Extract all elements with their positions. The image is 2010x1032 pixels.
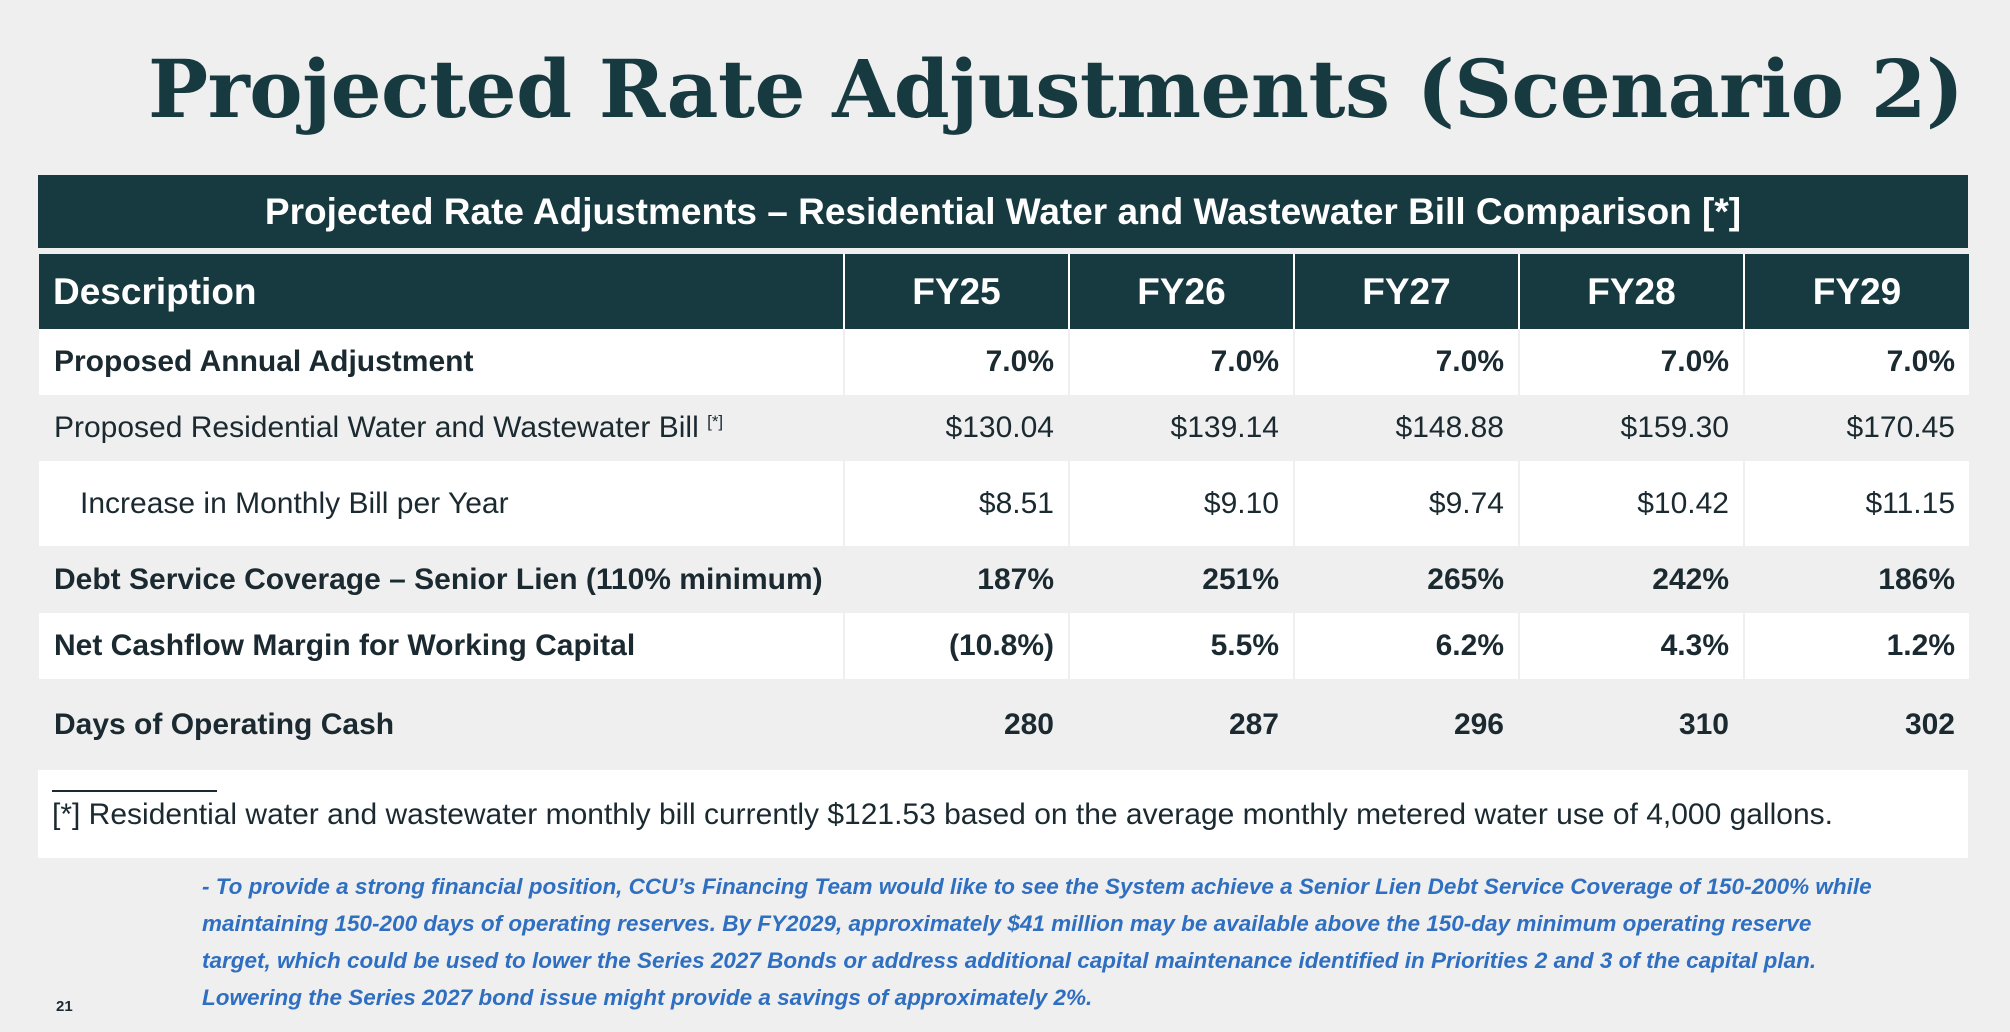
table-cell: 7.0%	[1293, 329, 1519, 395]
table-cell: 251%	[1069, 546, 1294, 613]
row-label-text: Proposed Residential Water and Wastewate…	[54, 411, 699, 444]
table-row: Proposed Residential Water and Wastewate…	[39, 395, 1969, 461]
row-label: Proposed Annual Adjustment	[39, 329, 844, 395]
column-header-fy26: FY26	[1068, 254, 1294, 329]
table-row: Debt Service Coverage – Senior Lien (110…	[39, 546, 1969, 613]
table-row: Proposed Annual Adjustment 7.0% 7.0% 7.0…	[39, 329, 1969, 395]
page-title: Projected Rate Adjustments (Scenario 2)	[148, 42, 1964, 136]
table-cell: 7.0%	[843, 329, 1069, 395]
table-cell: 302	[1744, 679, 1969, 770]
table-cell: $9.10	[1068, 461, 1294, 546]
footnote-marker: [*]	[707, 412, 724, 431]
table-cell: 1.2%	[1743, 613, 1969, 679]
table-cell: 280	[844, 679, 1069, 770]
table-cell: 296	[1294, 679, 1519, 770]
footnote-box: [*] Residential water and wastewater mon…	[38, 770, 1968, 858]
table-cell: 5.5%	[1068, 613, 1294, 679]
table-cell: $130.04	[844, 395, 1069, 461]
table-cell: 242%	[1519, 546, 1744, 613]
column-header-fy29: FY29	[1743, 254, 1969, 329]
table-cell: 187%	[844, 546, 1069, 613]
table-cell: $139.14	[1069, 395, 1294, 461]
table-cell: 7.0%	[1518, 329, 1744, 395]
footnote-divider	[52, 790, 217, 792]
table-cell: $9.74	[1293, 461, 1519, 546]
rate-comparison-table: Description FY25 FY26 FY27 FY28 FY29 Pro…	[38, 254, 1969, 770]
table-cell: 4.3%	[1518, 613, 1744, 679]
column-header-fy28: FY28	[1518, 254, 1744, 329]
table-cell: $148.88	[1294, 395, 1519, 461]
table-row: Net Cashflow Margin for Working Capital …	[39, 613, 1969, 679]
column-header-fy27: FY27	[1293, 254, 1519, 329]
column-header-description: Description	[39, 254, 844, 329]
row-label: Increase in Monthly Bill per Year	[39, 461, 844, 546]
financing-note: - To provide a strong financial position…	[202, 874, 1872, 1010]
table-cell: 6.2%	[1293, 613, 1519, 679]
table-cell: 7.0%	[1743, 329, 1969, 395]
table-cell: 265%	[1294, 546, 1519, 613]
rate-table-container: Projected Rate Adjustments – Residential…	[38, 175, 1969, 858]
table-cell: 287	[1069, 679, 1294, 770]
table-cell: $8.51	[843, 461, 1069, 546]
table-cell: $170.45	[1744, 395, 1969, 461]
table-header-row: Description FY25 FY26 FY27 FY28 FY29	[39, 254, 1969, 329]
row-label: Debt Service Coverage – Senior Lien (110…	[39, 546, 844, 613]
table-cell: (10.8%)	[843, 613, 1069, 679]
table-row: Increase in Monthly Bill per Year $8.51 …	[39, 461, 1969, 546]
page-number: 21	[56, 998, 73, 1015]
row-label: Proposed Residential Water and Wastewate…	[39, 395, 844, 461]
table-row: Days of Operating Cash 280 287 296 310 3…	[39, 679, 1969, 770]
table-cell: $11.15	[1743, 461, 1969, 546]
row-label: Days of Operating Cash	[39, 679, 844, 770]
footnote-text: [*] Residential water and wastewater mon…	[52, 798, 1834, 831]
table-caption: Projected Rate Adjustments – Residential…	[38, 175, 1968, 248]
row-label: Net Cashflow Margin for Working Capital	[39, 613, 844, 679]
column-header-fy25: FY25	[843, 254, 1069, 329]
table-cell: $10.42	[1518, 461, 1744, 546]
table-cell: $159.30	[1519, 395, 1744, 461]
table-cell: 310	[1519, 679, 1744, 770]
table-cell: 7.0%	[1068, 329, 1294, 395]
table-cell: 186%	[1744, 546, 1969, 613]
